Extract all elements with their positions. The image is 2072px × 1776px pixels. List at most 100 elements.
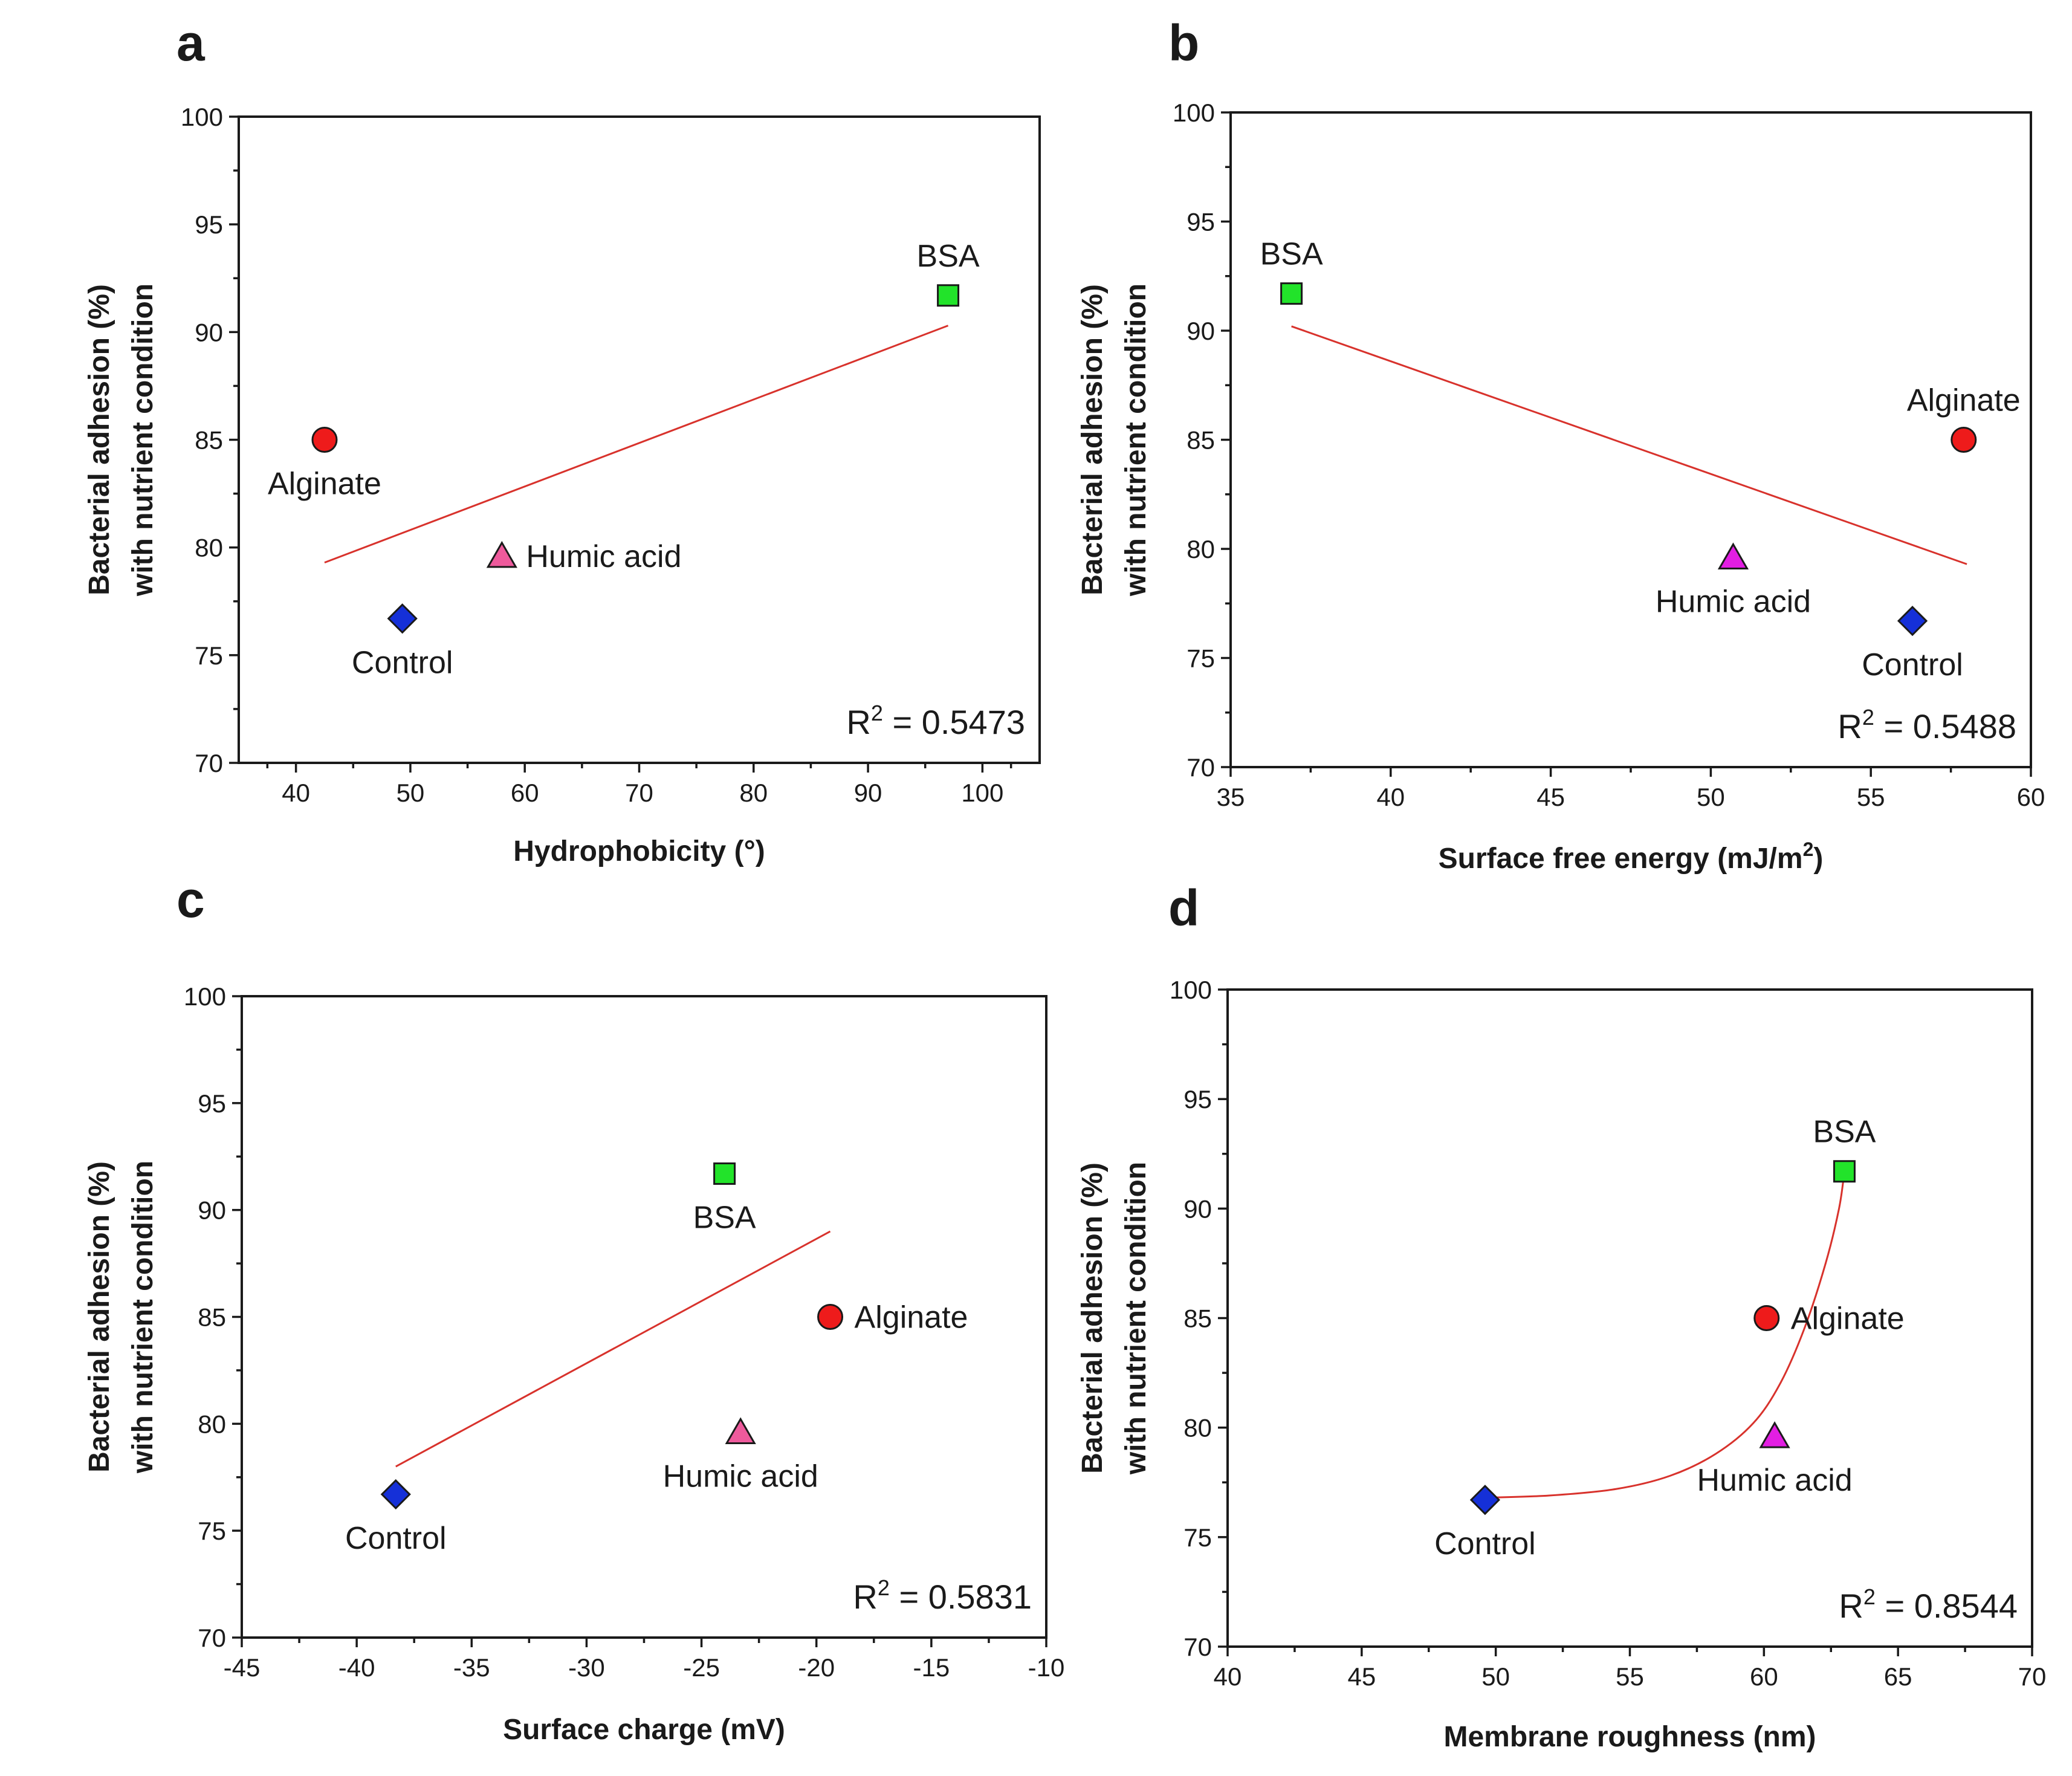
data-point-bsa bbox=[1833, 1160, 1856, 1183]
x-tick-label: 50 bbox=[1697, 783, 1725, 811]
x-axis-title-superscript: 2 bbox=[1803, 838, 1814, 860]
data-point-humic-acid bbox=[486, 540, 517, 568]
x-tick-label: -20 bbox=[798, 1653, 835, 1682]
x-tick-label: 60 bbox=[511, 779, 539, 807]
x-tick-label: 90 bbox=[854, 779, 882, 807]
data-point-label: Alginate bbox=[1907, 383, 2021, 418]
panel-label: c bbox=[176, 871, 205, 928]
y-tick-label: 75 bbox=[1187, 644, 1215, 673]
panel-label: b bbox=[1168, 15, 1199, 71]
panel-c: c 70 75 80 85 90 95 100 -45 -40 -35 -30 -25 -20 -15 -10… bbox=[83, 871, 1064, 1746]
y-tick-label: 100 bbox=[1170, 976, 1212, 1004]
y-tick-label: 100 bbox=[181, 103, 223, 131]
y-tick-label: 80 bbox=[198, 1410, 226, 1438]
y-tick-label: 80 bbox=[195, 534, 223, 562]
data-point-label: Alginate bbox=[1791, 1301, 1905, 1337]
r-squared-annotation: R2 = 0.5488 bbox=[1837, 705, 2016, 745]
y-tick-label: 75 bbox=[198, 1517, 226, 1545]
x-tick-label: 70 bbox=[2018, 1662, 2047, 1691]
y-axis-title-line2: with nutrient condition bbox=[1120, 1162, 1152, 1475]
x-axis-title: Surface free energy (mJ/m2) bbox=[1439, 838, 1824, 875]
y-tick-label: 85 bbox=[1183, 1304, 1212, 1333]
data-point-control bbox=[1469, 1485, 1501, 1515]
y-tick-label: 90 bbox=[1187, 317, 1215, 345]
x-tick-label: -40 bbox=[338, 1653, 375, 1682]
x-tick-label: 55 bbox=[1857, 783, 1885, 811]
y-tick-label: 70 bbox=[1183, 1633, 1212, 1661]
x-tick-label: -25 bbox=[683, 1653, 720, 1682]
x-axis-title-text: Membrane roughness (nm) bbox=[1443, 1721, 1816, 1753]
x-tick-label: 70 bbox=[625, 779, 653, 807]
data-point-label: Alginate bbox=[268, 467, 381, 502]
x-tick-label: 40 bbox=[1376, 783, 1405, 811]
data-point-alginate bbox=[817, 1304, 844, 1330]
y-tick-label: 95 bbox=[198, 1089, 226, 1118]
x-tick-label: -45 bbox=[224, 1653, 261, 1682]
data-point-label: Humic acid bbox=[526, 539, 681, 574]
y-tick-label: 95 bbox=[195, 210, 223, 239]
x-axis-title-text: Surface charge (mV) bbox=[503, 1714, 785, 1746]
y-tick-label: 80 bbox=[1183, 1414, 1212, 1442]
r-squared-value: = 0.5831 bbox=[890, 1578, 1032, 1616]
x-tick-label: 100 bbox=[961, 779, 1003, 807]
y-tick-label: 75 bbox=[1183, 1523, 1212, 1552]
y-tick-label: 75 bbox=[195, 641, 223, 670]
panel-b: b 70 75 80 85 90 95 100 35 40 45 50 55 60 Surface free… bbox=[1076, 15, 2045, 875]
regression-fit-line bbox=[324, 325, 949, 564]
r-squared-value: = 0.8544 bbox=[1876, 1587, 2018, 1625]
r-squared-prefix: R bbox=[1839, 1587, 1863, 1625]
data-point-label: BSA bbox=[917, 239, 980, 274]
y-tick-label: 85 bbox=[198, 1303, 226, 1332]
data-point-label: Control bbox=[352, 645, 453, 680]
x-axis-title: Hydrophobicity (°) bbox=[513, 835, 765, 867]
r-squared-prefix: R bbox=[1837, 707, 1862, 745]
data-point-control bbox=[1897, 606, 1928, 637]
x-tick-label: 50 bbox=[397, 779, 425, 807]
y-tick-label: 100 bbox=[184, 982, 226, 1011]
x-axis-title-end: ) bbox=[1813, 843, 1823, 875]
regression-fit-line bbox=[1484, 1171, 1845, 1499]
r-squared-superscript: 2 bbox=[878, 1575, 890, 1600]
x-axis-title: Membrane roughness (nm) bbox=[1443, 1721, 1816, 1753]
data-point-control bbox=[380, 1479, 411, 1510]
y-tick-label: 95 bbox=[1183, 1085, 1212, 1113]
x-tick-label: 45 bbox=[1536, 783, 1565, 811]
r-squared-superscript: 2 bbox=[1863, 1584, 1876, 1609]
data-point-humic-acid bbox=[725, 1417, 756, 1444]
r-squared-annotation: R2 = 0.5473 bbox=[846, 701, 1025, 741]
y-tick-label: 90 bbox=[1183, 1194, 1212, 1223]
x-tick-label: -30 bbox=[568, 1653, 605, 1682]
x-tick-label: 65 bbox=[1884, 1662, 1912, 1691]
x-tick-label: 55 bbox=[1616, 1662, 1644, 1691]
y-axis-title: Bacterial adhesion (%) with nutrient cond… bbox=[83, 284, 159, 597]
r-squared-prefix: R bbox=[853, 1578, 877, 1616]
r-squared-superscript: 2 bbox=[1862, 705, 1874, 730]
x-tick-label: -35 bbox=[453, 1653, 490, 1682]
y-tick-label: 80 bbox=[1187, 535, 1215, 563]
x-tick-label: 40 bbox=[282, 779, 310, 807]
y-axis-title: Bacterial adhesion (%) with nutrient cond… bbox=[1076, 284, 1152, 597]
x-tick-label: 80 bbox=[739, 779, 768, 807]
r-squared-superscript: 2 bbox=[871, 701, 883, 725]
y-axis-title-line2: with nutrient condition bbox=[127, 284, 159, 597]
y-tick-label: 100 bbox=[1173, 99, 1215, 127]
y-tick-label: 90 bbox=[195, 318, 223, 346]
y-axis-title: Bacterial adhesion (%) with nutrient cond… bbox=[83, 1161, 159, 1474]
y-tick-label: 70 bbox=[195, 749, 223, 777]
x-axis-title-text: Hydrophobicity (°) bbox=[513, 835, 765, 867]
panel-a: a 70 75 80 85 90 95 100 40 50 60 70 80 90 100 Hydrophob… bbox=[83, 15, 1041, 867]
y-axis-title-line2: with nutrient condition bbox=[1120, 284, 1152, 597]
y-tick-label: 70 bbox=[1187, 753, 1215, 782]
data-point-label: Humic acid bbox=[663, 1459, 818, 1494]
y-tick-label: 85 bbox=[1187, 426, 1215, 455]
data-point-control bbox=[387, 603, 418, 634]
data-point-humic-acid bbox=[1717, 542, 1749, 569]
panel-d: d 70 75 80 85 90 95 100 40 45 50 55 60 65 70 Membrane r… bbox=[1076, 880, 2046, 1753]
x-tick-label: 60 bbox=[2017, 783, 2045, 811]
x-axis-title-text: Surface free energy (mJ/m bbox=[1439, 843, 1803, 875]
data-point-label: BSA bbox=[693, 1201, 756, 1236]
r-squared-annotation: R2 = 0.5831 bbox=[853, 1575, 1032, 1616]
data-point-label: Control bbox=[1862, 647, 1963, 682]
x-tick-label: -15 bbox=[913, 1653, 950, 1682]
